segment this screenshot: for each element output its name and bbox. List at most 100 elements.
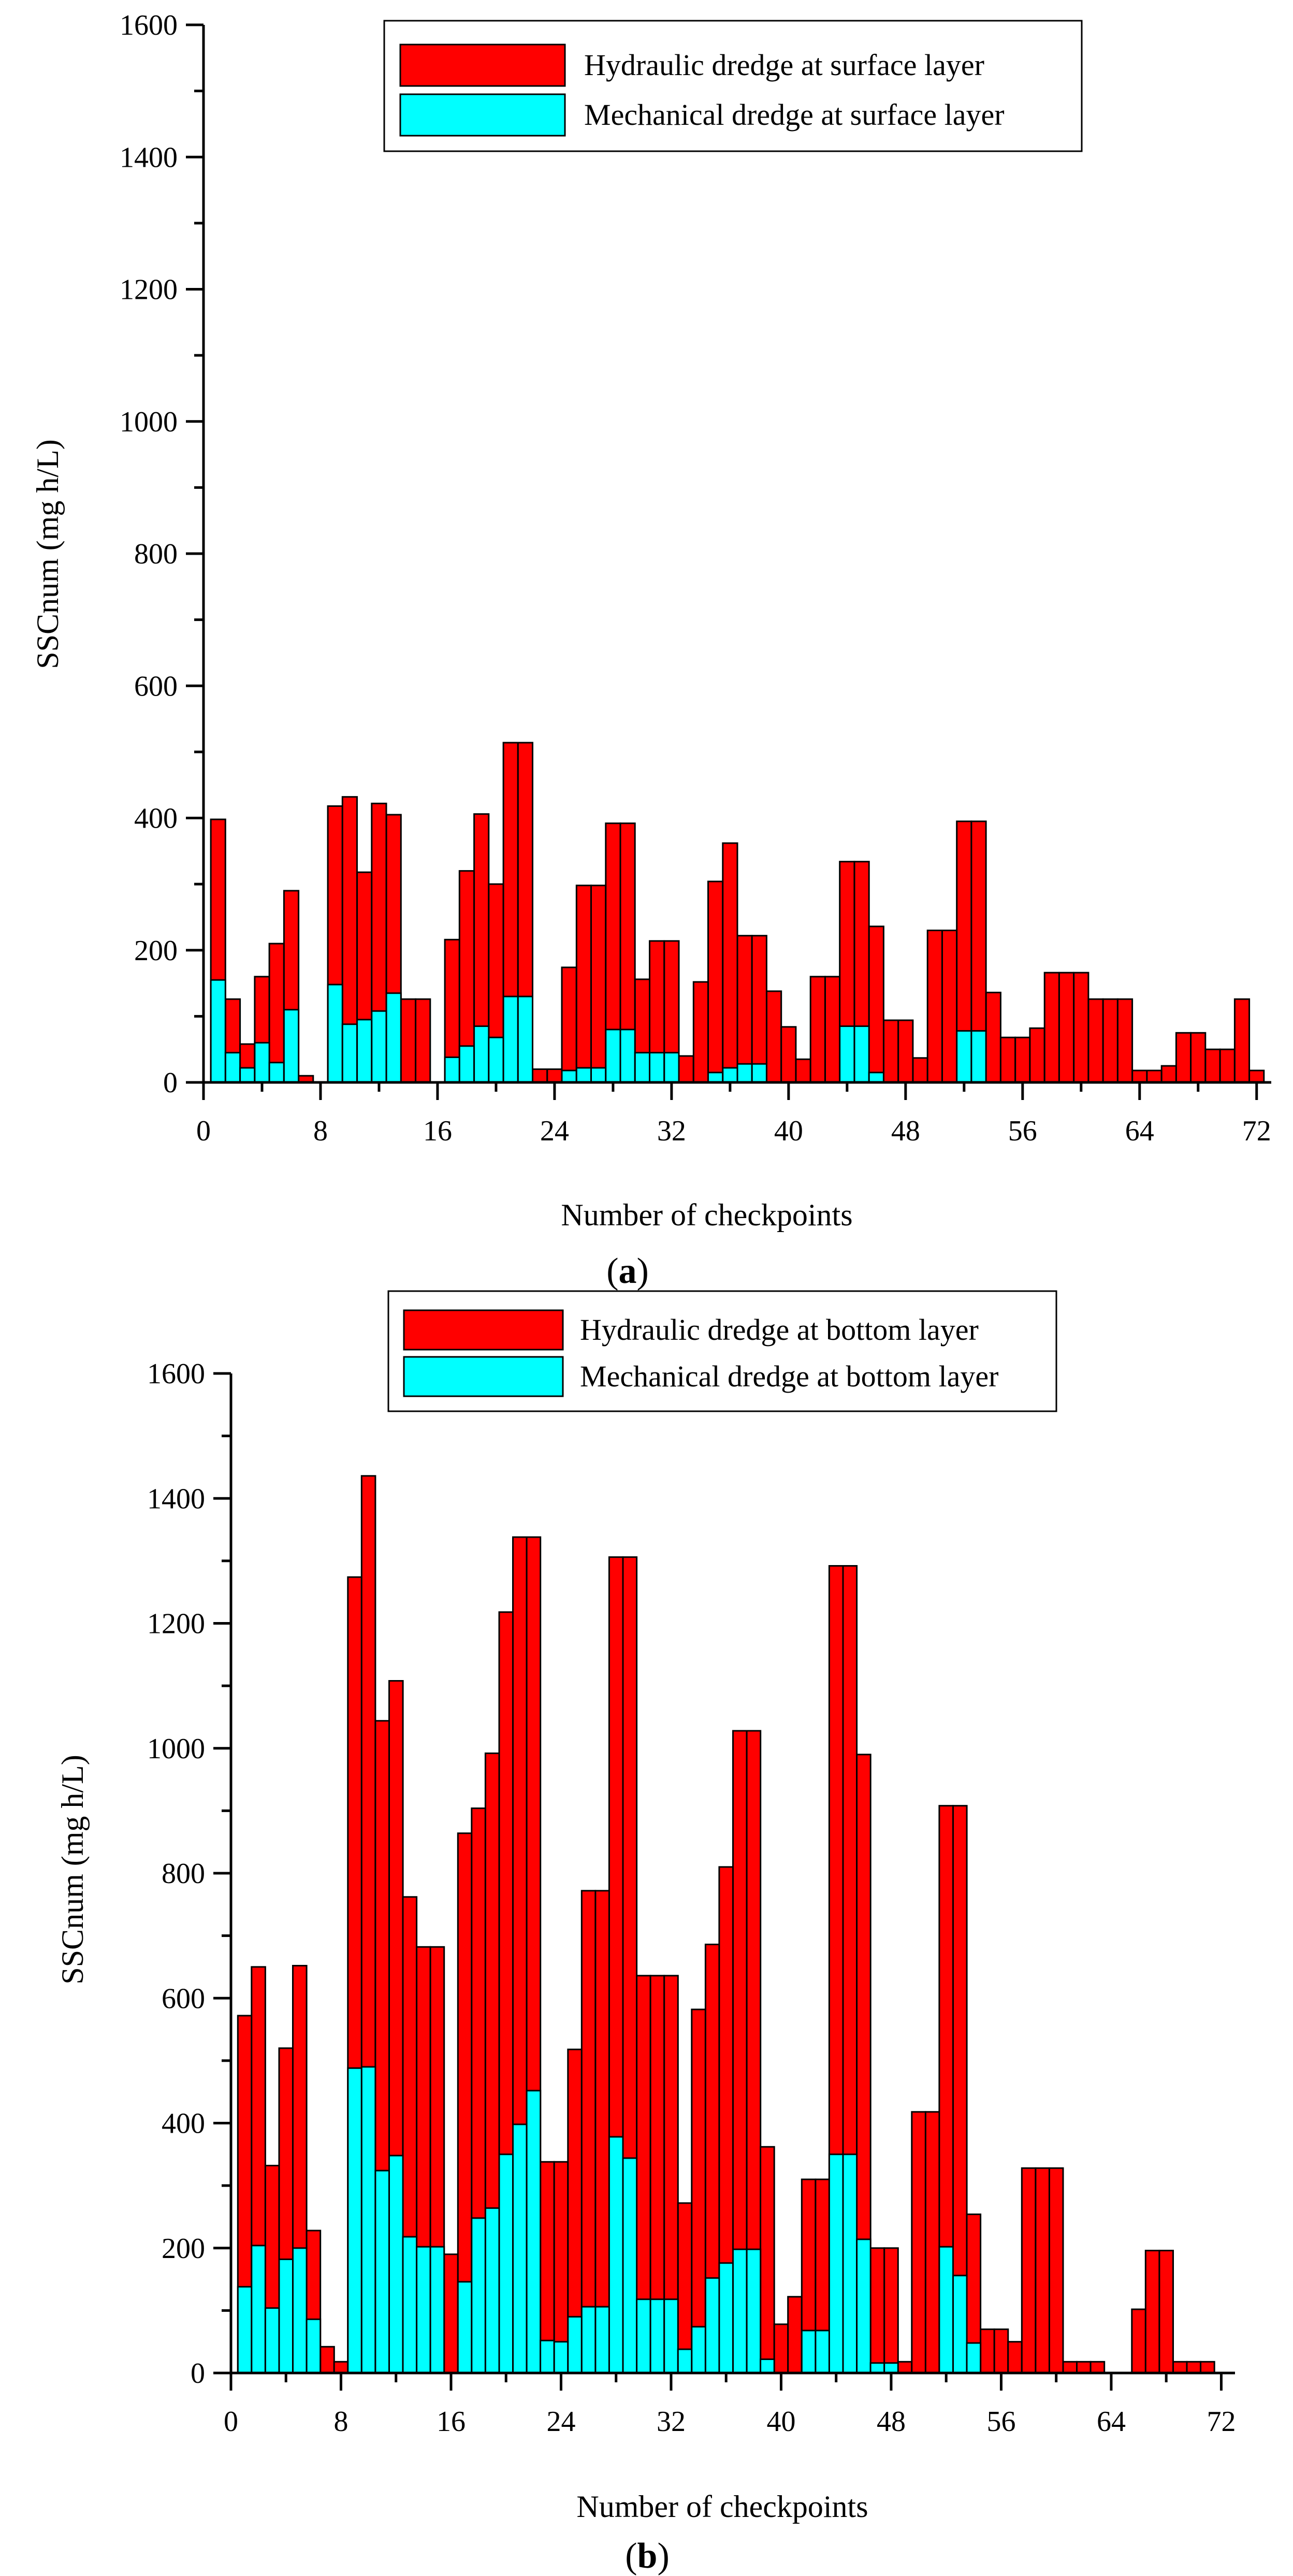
- hydraulic-bar-51: [941, 930, 958, 1083]
- mechanical-bar-22: [526, 2090, 542, 2374]
- hydraulic-bar-49: [897, 2361, 913, 2374]
- hydraulic-bar-8: [333, 2361, 349, 2374]
- panel-a-y-axis-title: SSCnum (mg h/L): [31, 439, 65, 669]
- x-tick-label-16: 16: [437, 2406, 466, 2438]
- hydraulic-bar-50: [911, 2111, 926, 2374]
- mechanical-bar-21: [502, 995, 519, 1083]
- mechanical-bar-25: [561, 1069, 577, 1083]
- y-tick-label-1600: 1600: [147, 1358, 205, 1390]
- hydraulic-bar-67: [1144, 2250, 1160, 2374]
- mechanical-bar-23: [540, 2339, 555, 2374]
- mechanical-bar-53: [970, 1030, 987, 1083]
- mechanical-bar-45: [853, 1025, 870, 1083]
- mechanical-bar-30: [634, 1052, 651, 1083]
- mechanical-bar-36: [722, 1067, 738, 1083]
- mechanical-bar-15: [429, 2246, 445, 2374]
- panel-a-x-axis-title: Number of checkpoints: [561, 1198, 852, 1232]
- hydraulic-bar-41: [787, 2296, 803, 2374]
- hydraulic-bar-40: [773, 2323, 789, 2374]
- x-tick-label-64: 64: [1125, 1115, 1154, 1147]
- mechanical-bar-29: [622, 2157, 638, 2374]
- mechanical-bar-48: [883, 2362, 899, 2374]
- hydraulic-bar-16: [443, 2253, 459, 2374]
- mechanical-bar-30: [636, 2298, 651, 2374]
- y-tick-label-800: 800: [162, 1858, 205, 1890]
- hydraulic-bar-15: [415, 998, 431, 1083]
- mechanical-bar-45: [842, 2153, 858, 2374]
- mechanical-bar-6: [283, 1009, 300, 1083]
- hydraulic-bar-62: [1102, 998, 1118, 1083]
- mechanical-bar-37: [732, 2248, 748, 2374]
- mechanical-bar-27: [594, 2306, 611, 2374]
- mechanical-bar-17: [444, 1057, 460, 1083]
- panel-b-legend-swatch-mechanical: [403, 1356, 564, 1397]
- mechanical-bar-29: [619, 1029, 636, 1083]
- hydraulic-bar-63: [1089, 2361, 1106, 2374]
- mechanical-bar-52: [956, 1030, 972, 1083]
- mechanical-bar-5: [292, 2247, 308, 2374]
- mechanical-bar-34: [691, 2326, 706, 2374]
- mechanical-bar-47: [869, 2362, 885, 2374]
- mechanical-bar-20: [488, 1036, 504, 1083]
- hydraulic-bar-68: [1190, 1032, 1207, 1083]
- panel-a-bars: [210, 742, 1265, 1083]
- mechanical-bar-37: [736, 1063, 753, 1083]
- hydraulic-bar-69: [1172, 2361, 1188, 2374]
- hydraulic-bar-60: [1048, 2167, 1064, 2374]
- panel-a-tag: (a): [606, 1251, 649, 1291]
- mechanical-bar-52: [938, 2246, 954, 2374]
- hydraulic-bar-60: [1073, 972, 1089, 1083]
- x-tick-label-64: 64: [1097, 2406, 1126, 2438]
- hydraulic-bar-54: [985, 991, 1001, 1083]
- mechanical-bar-32: [663, 2298, 679, 2374]
- mechanical-bar-21: [512, 2123, 528, 2374]
- mechanical-bar-6: [306, 2318, 322, 2374]
- hydraulic-bar-62: [1076, 2361, 1092, 2374]
- hydraulic-bar-49: [912, 1057, 928, 1083]
- x-tick-label-40: 40: [774, 1115, 803, 1147]
- hydraulic-bar-25: [561, 966, 577, 1083]
- hydraulic-bar-56: [993, 2328, 1009, 2374]
- mechanical-bar-3: [264, 2307, 280, 2374]
- y-tick-label-1000: 1000: [147, 1733, 205, 1765]
- x-tick-label-8: 8: [313, 1115, 328, 1147]
- mechanical-bar-19: [473, 1025, 490, 1083]
- mechanical-bar-22: [517, 995, 533, 1083]
- mechanical-bar-38: [746, 2248, 762, 2374]
- mechanical-bar-14: [416, 2246, 431, 2374]
- mechanical-bar-32: [663, 1052, 680, 1083]
- panel-b-legend-label-hydraulic: Hydraulic dredge at bottom layer: [580, 1313, 979, 1347]
- mechanical-bar-46: [868, 1072, 884, 1083]
- mechanical-bar-46: [856, 2238, 871, 2374]
- hydraulic-bar-50: [926, 930, 943, 1083]
- mechanical-bar-3: [239, 1067, 256, 1083]
- hydraulic-bar-71: [1233, 998, 1251, 1083]
- hydraulic-bar-72: [1248, 1069, 1265, 1083]
- panel-a-x-ticks: 0 8 16 24 32 40 48 56 64 72: [196, 1082, 1271, 1147]
- x-tick-label-24: 24: [546, 2406, 575, 2438]
- mechanical-bar-17: [457, 2281, 473, 2374]
- hydraulic-bar-5: [268, 943, 285, 1083]
- panel-a-legend: Hydraulic dredge at surface layer Mechan…: [383, 20, 1083, 152]
- mechanical-bar-18: [471, 2217, 486, 2374]
- x-tick-label-16: 16: [423, 1115, 452, 1147]
- mechanical-bar-39: [760, 2358, 775, 2374]
- y-tick-label-1200: 1200: [120, 274, 178, 306]
- mechanical-bar-53: [952, 2275, 968, 2374]
- hydraulic-bar-37: [736, 935, 753, 1083]
- hydraulic-bar-23: [532, 1068, 548, 1083]
- x-tick-label-56: 56: [1008, 1115, 1037, 1147]
- mechanical-bar-27: [590, 1067, 607, 1083]
- mechanical-bar-54: [966, 2342, 982, 2374]
- y-tick-label-1400: 1400: [147, 1483, 205, 1515]
- panel-a-y-ticks: 0 200 400 600 800 1000 1200 1400 1600: [120, 9, 204, 1099]
- hydraulic-bar-48: [883, 2247, 899, 2374]
- y-tick-label-600: 600: [134, 670, 178, 702]
- x-tick-label-40: 40: [766, 2406, 795, 2438]
- hydraulic-bar-35: [707, 880, 724, 1083]
- hydraulic-bar-56: [1014, 1036, 1031, 1083]
- x-tick-label-48: 48: [891, 1115, 920, 1147]
- x-tick-label-72: 72: [1207, 2406, 1236, 2438]
- mechanical-bar-36: [718, 2262, 734, 2374]
- x-tick-label-24: 24: [540, 1115, 569, 1147]
